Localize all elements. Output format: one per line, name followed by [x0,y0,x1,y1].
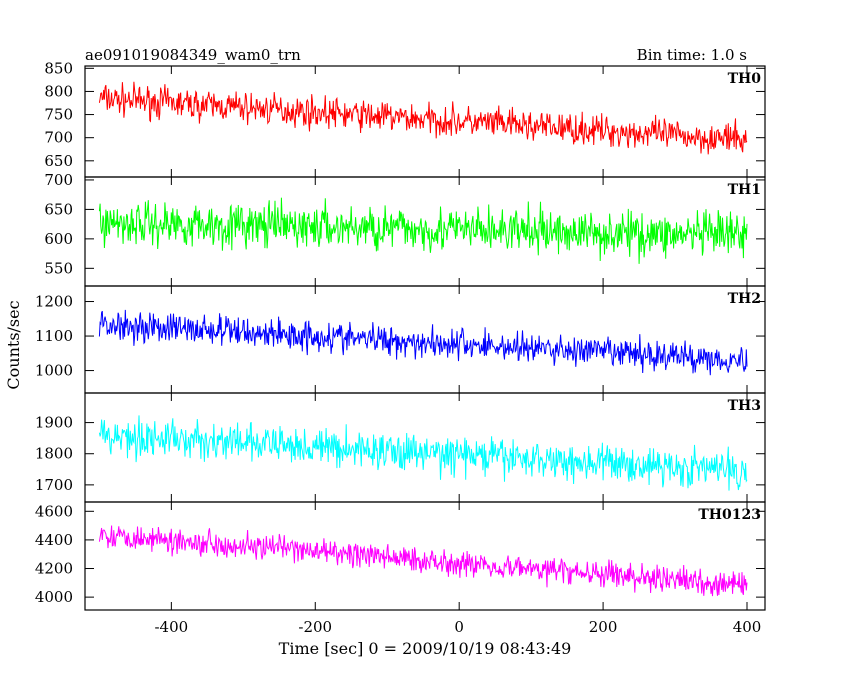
x-tick-label: 200 [589,618,618,636]
y-tick-label: 1100 [35,327,73,345]
y-tick-label: 1900 [35,414,73,432]
y-tick-label: 4400 [35,531,73,549]
chart-title: ae091019084349_wam0_trn [85,46,301,64]
x-axis-title: Time [sec] 0 = 2009/10/19 08:43:49 [279,639,572,658]
y-tick-label: 700 [44,129,73,147]
x-tick-label: 0 [454,618,464,636]
y-tick-label: 850 [44,59,73,77]
y-tick-label: 1800 [35,445,73,463]
y-tick-label: 4000 [35,588,73,606]
x-tick-label: -200 [298,618,332,636]
x-tick-label: -400 [154,618,188,636]
y-tick-label: 650 [44,152,73,170]
panel-label-th3: TH3 [728,398,761,414]
y-tick-label: 650 [44,200,73,218]
series-line-th0123 [98,525,748,597]
series-line-th2 [98,309,748,376]
y-tick-label: 600 [44,230,73,248]
series-line-th0 [98,81,748,155]
panel-th0123: 4000 4200 4400 4600 TH0123 [35,501,766,611]
y-tick-label: 1200 [35,293,73,311]
y-tick-label: 550 [44,259,73,277]
y-tick-label: 4600 [35,502,73,520]
y-tick-label: 800 [44,82,73,100]
panel-frame [84,65,766,178]
y-tick-label: 1000 [35,362,73,380]
panel-label-th2: TH2 [728,291,761,307]
panel-th3: 1700 1800 1900 TH3 [35,392,766,503]
y-tick-label: 1700 [35,476,73,494]
x-tick-label: 400 [733,618,762,636]
panel-label-th0123: TH0123 [698,507,761,523]
panel-label-th1: TH1 [728,182,761,198]
panel-label-th0: TH0 [728,71,762,87]
y-tick-label: 750 [44,106,73,124]
bin-time-label: Bin time: 1.0 s [637,46,747,64]
panel-th0: 650 700 750 800 850 TH0 [44,59,766,178]
panel-th1: 550 600 650 700 TH1 [44,171,766,287]
y-axis-title: Counts/sec [4,300,23,389]
panels-group: 650700750800850TH0550600650700TH11000110… [35,59,766,611]
y-tick-label: 700 [44,171,73,189]
x-axis: -400 -200 0 200 400 [154,618,761,636]
series-line-th1 [98,197,748,264]
panel-frame [84,501,766,611]
series-line-th3 [98,415,748,491]
panel-th2: 1000 1100 1200 TH2 [35,285,766,394]
y-tick-label: 4200 [35,560,73,578]
